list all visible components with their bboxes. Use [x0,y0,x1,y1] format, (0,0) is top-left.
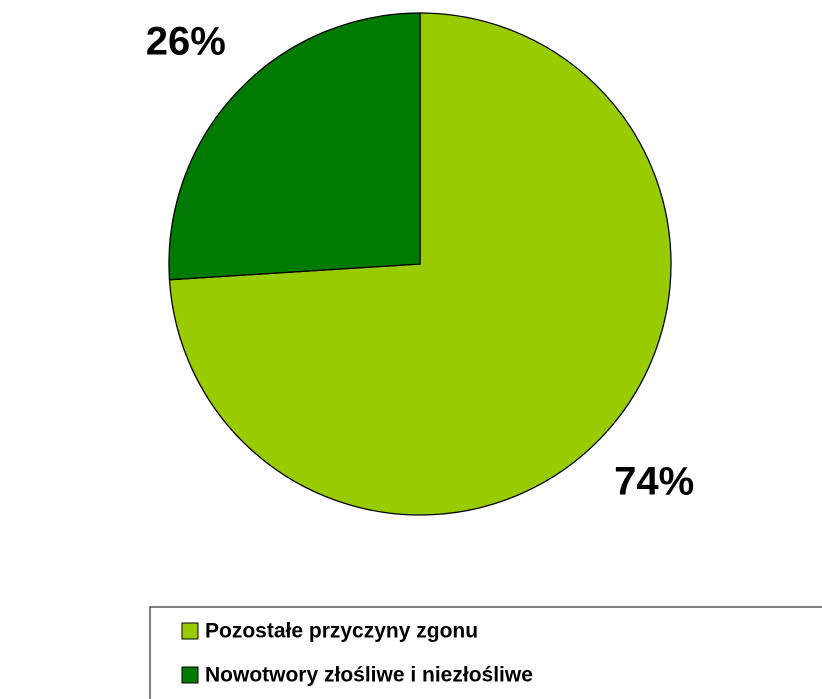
data-label: 74% [614,459,694,503]
legend-swatch [181,666,199,684]
legend-label: Nowotwory złośliwe i niezłośliwe [205,664,533,687]
legend-label: Pozostałe przyczyny zgonu [205,620,478,643]
legend-box [149,606,822,699]
pie-slice [168,12,421,281]
legend-swatch [181,622,199,640]
data-label: 26% [146,20,226,64]
